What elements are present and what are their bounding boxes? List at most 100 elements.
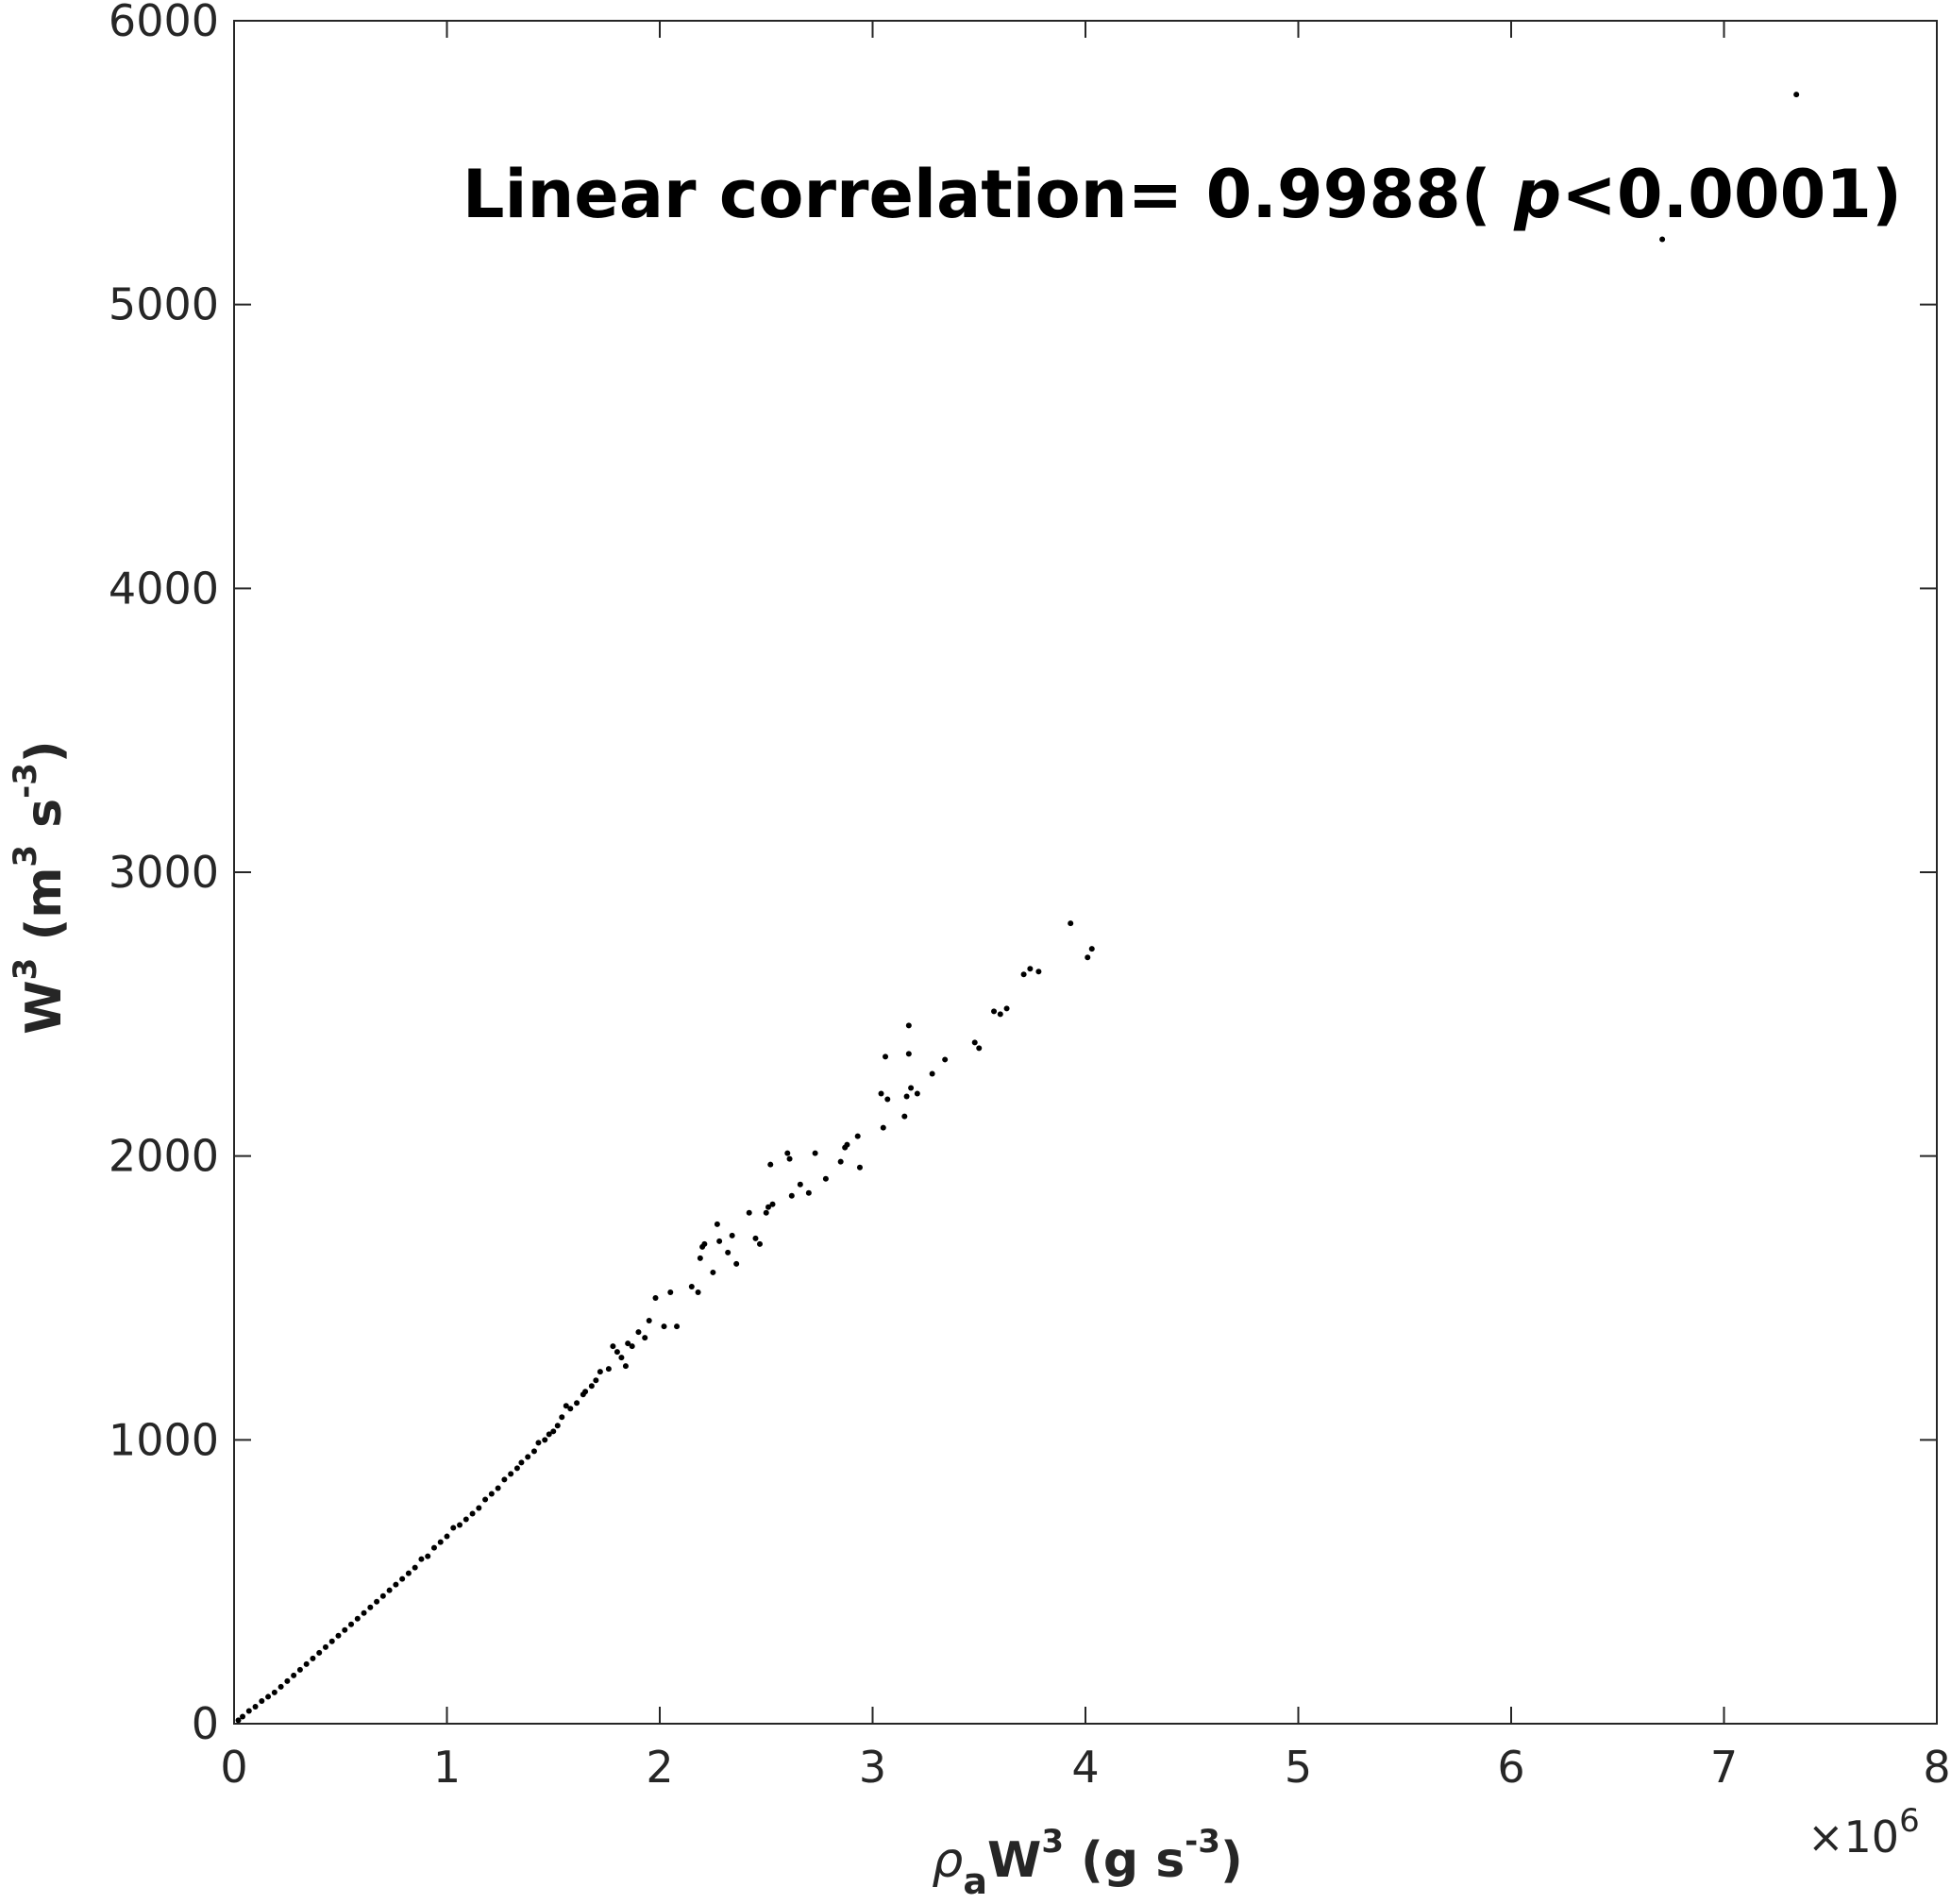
data-point bbox=[905, 1051, 912, 1057]
x-tick-label: 1 bbox=[433, 1742, 461, 1793]
data-point bbox=[597, 1369, 603, 1375]
data-point bbox=[563, 1403, 569, 1409]
data-point bbox=[525, 1454, 531, 1460]
data-point bbox=[610, 1343, 616, 1350]
data-point bbox=[786, 1155, 793, 1162]
data-point bbox=[714, 1221, 720, 1227]
data-point bbox=[746, 1209, 752, 1216]
data-point bbox=[765, 1204, 772, 1210]
y-tick-label: 1000 bbox=[109, 1414, 219, 1465]
x-axis-label: ρaW3 (g s-3) bbox=[932, 1823, 1242, 1902]
data-point bbox=[622, 1363, 629, 1370]
data-point bbox=[495, 1485, 501, 1491]
data-point bbox=[342, 1626, 348, 1633]
correlation-annotation: Linear correlation= 0.9988( p<0.0001) bbox=[463, 156, 1902, 233]
data-point bbox=[463, 1516, 469, 1523]
data-point bbox=[901, 1113, 908, 1120]
data-point bbox=[296, 1666, 303, 1673]
data-point bbox=[430, 1544, 437, 1551]
data-point bbox=[399, 1575, 406, 1582]
data-point bbox=[386, 1587, 393, 1593]
data-point bbox=[444, 1533, 450, 1540]
data-point bbox=[1020, 971, 1027, 978]
data-point bbox=[905, 1022, 912, 1029]
data-point bbox=[469, 1510, 476, 1517]
data-point bbox=[425, 1553, 431, 1559]
data-point bbox=[856, 1164, 863, 1171]
data-point bbox=[667, 1289, 674, 1295]
data-point bbox=[646, 1318, 652, 1324]
data-point bbox=[535, 1440, 542, 1446]
data-point bbox=[971, 1039, 978, 1046]
data-point bbox=[501, 1476, 508, 1483]
data-point bbox=[605, 1366, 612, 1373]
x-tick-label: 0 bbox=[220, 1742, 247, 1793]
data-point bbox=[729, 1232, 735, 1238]
data-point bbox=[997, 1011, 1003, 1018]
data-point bbox=[710, 1269, 716, 1275]
data-point bbox=[278, 1683, 284, 1690]
data-point bbox=[929, 1070, 935, 1077]
x-tick-label: 3 bbox=[859, 1742, 886, 1793]
data-point bbox=[661, 1323, 667, 1330]
data-point bbox=[635, 1329, 642, 1336]
data-point bbox=[588, 1383, 595, 1390]
data-point bbox=[991, 1008, 998, 1015]
data-point bbox=[361, 1609, 367, 1616]
data-point bbox=[271, 1689, 278, 1695]
data-point bbox=[508, 1471, 514, 1477]
data-point bbox=[725, 1249, 732, 1255]
data-point bbox=[354, 1615, 361, 1622]
data-point bbox=[652, 1295, 659, 1301]
data-point bbox=[629, 1343, 635, 1350]
data-point bbox=[837, 1158, 844, 1165]
data-point bbox=[903, 1093, 910, 1100]
data-point bbox=[878, 1090, 884, 1097]
data-point bbox=[614, 1349, 620, 1356]
data-point bbox=[513, 1465, 520, 1472]
x-axis-multiplier: ×106 bbox=[1808, 1802, 1920, 1862]
x-tick-label: 2 bbox=[646, 1742, 673, 1793]
data-point bbox=[265, 1693, 272, 1700]
data-point bbox=[379, 1592, 386, 1599]
data-point bbox=[284, 1677, 291, 1684]
data-point bbox=[482, 1496, 489, 1503]
data-point bbox=[1085, 954, 1091, 961]
data-point bbox=[412, 1564, 418, 1571]
data-point bbox=[822, 1175, 829, 1182]
data-point bbox=[328, 1638, 335, 1644]
data-point bbox=[322, 1643, 328, 1650]
data-point bbox=[488, 1491, 495, 1497]
data-point bbox=[767, 1161, 774, 1168]
data-point bbox=[688, 1283, 695, 1289]
data-point bbox=[393, 1581, 399, 1588]
data-point bbox=[316, 1649, 323, 1656]
data-point bbox=[880, 1124, 886, 1131]
data-point bbox=[752, 1235, 759, 1241]
data-point bbox=[476, 1505, 482, 1511]
data-point bbox=[259, 1697, 265, 1704]
y-tick-label: 3000 bbox=[109, 847, 219, 898]
data-point bbox=[797, 1181, 803, 1188]
data-point bbox=[567, 1406, 574, 1412]
data-point bbox=[716, 1238, 723, 1244]
data-point bbox=[805, 1189, 812, 1196]
data-point bbox=[1027, 966, 1034, 972]
y-tick-label: 4000 bbox=[109, 563, 219, 614]
data-point bbox=[367, 1604, 374, 1610]
data-point bbox=[914, 1090, 920, 1097]
data-point bbox=[1793, 92, 1800, 98]
data-point bbox=[418, 1556, 425, 1562]
y-tick-label: 2000 bbox=[109, 1131, 219, 1182]
data-point bbox=[335, 1632, 342, 1639]
x-axis-ticks: 0 1 2 3 4 5 6 7 8 bbox=[220, 21, 1951, 1793]
data-point bbox=[788, 1192, 795, 1199]
data-point bbox=[1035, 969, 1042, 975]
data-point bbox=[574, 1400, 580, 1407]
data-point bbox=[550, 1428, 557, 1435]
data-point bbox=[733, 1260, 740, 1267]
data-point bbox=[303, 1660, 310, 1667]
y-tick-label: 5000 bbox=[109, 279, 219, 330]
data-point bbox=[559, 1414, 565, 1421]
data-point bbox=[405, 1570, 412, 1576]
